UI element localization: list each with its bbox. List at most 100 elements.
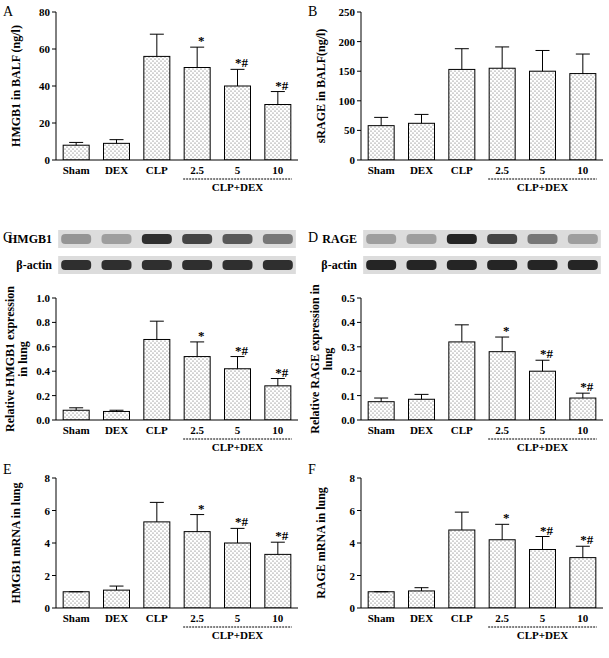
bars (368, 325, 596, 420)
error-bar (374, 398, 388, 402)
blot-strip (363, 230, 601, 248)
blot-band (366, 260, 396, 270)
category-label: 2.5 (190, 612, 204, 624)
annotation: *# (540, 346, 554, 361)
panel-letter: B (308, 4, 317, 19)
annotation: * (503, 510, 510, 525)
group-line (183, 627, 292, 628)
error-bar (150, 34, 164, 56)
error-bar (495, 47, 509, 68)
error-cap (374, 117, 388, 118)
blot-band (102, 234, 132, 244)
tick (52, 346, 56, 347)
tick-label: 0.0 (36, 414, 50, 426)
tick-label: 0.2 (341, 365, 355, 377)
category-label: 10 (272, 612, 284, 624)
category-label: DEX (410, 164, 433, 176)
blot-strip (58, 230, 296, 248)
bar (530, 371, 556, 420)
annotation: * (198, 501, 205, 516)
bar (570, 558, 596, 608)
tick (357, 12, 361, 13)
annotation: *# (235, 55, 249, 70)
error-stem (277, 542, 278, 554)
blot-band (407, 234, 437, 244)
y-axis-label-line: lung (321, 348, 335, 371)
error-stem (197, 515, 198, 532)
panel: E02468**#*#ShamDEXCLP2.5510CLP+DEXHMGB1 … (3, 462, 298, 641)
tick (357, 420, 361, 421)
category-label: CLP (146, 424, 168, 436)
error-bar (455, 49, 469, 70)
tick (357, 608, 361, 609)
bar (570, 74, 596, 160)
annotation: *# (540, 523, 554, 538)
bar (409, 591, 435, 608)
category-label: DEX (105, 164, 128, 176)
error-cap (576, 54, 590, 55)
y-axis (361, 12, 362, 160)
tick (357, 322, 361, 323)
bar (104, 590, 130, 608)
tick (357, 298, 361, 299)
error-bar (576, 546, 590, 557)
blot-band (447, 234, 477, 244)
blot-band (487, 234, 517, 244)
tick-label: 0.6 (36, 341, 50, 353)
error-bar (495, 524, 509, 539)
y-axis (56, 478, 57, 608)
y-axis (56, 12, 57, 160)
tick-label: 80 (39, 6, 51, 18)
tick-label: 60 (39, 43, 51, 55)
blot-label: HMGB1 (8, 232, 52, 246)
category-label: CLP (451, 424, 473, 436)
bar (225, 369, 251, 420)
tick (52, 160, 56, 161)
error-stem (156, 502, 157, 522)
bar (265, 105, 291, 161)
tick-label: 8 (350, 472, 356, 484)
x-axis (56, 608, 298, 609)
error-cap (110, 139, 124, 140)
tick (52, 322, 56, 323)
blot-band (142, 234, 172, 244)
error-bar (374, 591, 388, 592)
error-cap (374, 398, 388, 399)
panel: F02468**#*#ShamDEXCLP2.5510CLP+DEXRAGE m… (308, 462, 603, 641)
tick-label: 150 (339, 65, 356, 77)
blot-label: RAGE (322, 232, 357, 246)
error-stem (502, 524, 503, 539)
category-label: 5 (540, 424, 546, 436)
category-label: Sham (368, 424, 395, 436)
error-cap (69, 407, 83, 408)
tick-label: 4 (350, 537, 356, 549)
annotation: *# (580, 532, 594, 547)
tick-label: 0.0 (341, 414, 355, 426)
category-label: 10 (577, 424, 589, 436)
tick-label: 0 (350, 154, 356, 166)
category-label: Sham (63, 424, 90, 436)
error-bar (536, 50, 550, 71)
annotation: *# (235, 514, 249, 529)
blot-band (223, 260, 253, 270)
blot-band (61, 234, 91, 244)
blot-band (102, 260, 132, 270)
panel-letter: A (3, 4, 14, 19)
error-stem (381, 398, 382, 402)
tick-label: 0.4 (341, 316, 355, 328)
panel-letter: F (308, 462, 316, 477)
tick-label: 0 (45, 602, 51, 614)
tick-label: 40 (39, 80, 51, 92)
error-bar (536, 360, 550, 371)
tick (52, 543, 56, 544)
error-stem (197, 47, 198, 67)
tick (357, 478, 361, 479)
tick (52, 298, 56, 299)
tick-label: 2 (45, 570, 51, 582)
x-axis (361, 608, 603, 609)
tick (357, 346, 361, 347)
annotation: *# (235, 343, 249, 358)
error-stem (582, 54, 583, 74)
y-axis (56, 298, 57, 420)
category-label: 5 (235, 612, 241, 624)
